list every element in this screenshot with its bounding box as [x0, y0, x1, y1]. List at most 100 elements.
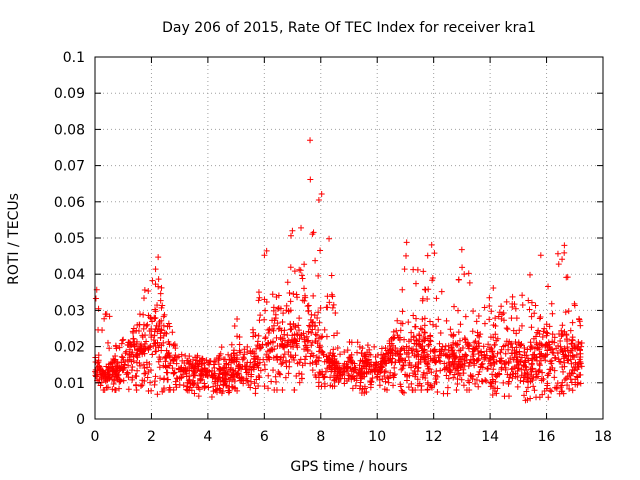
data-point — [186, 384, 193, 391]
data-point — [561, 249, 568, 256]
data-point — [497, 349, 504, 356]
data-point — [428, 241, 435, 248]
data-point — [119, 337, 126, 344]
data-point — [402, 357, 409, 364]
data-point — [365, 368, 372, 375]
data-point — [163, 369, 170, 376]
data-point — [121, 361, 128, 368]
data-point — [184, 383, 191, 390]
data-point — [113, 368, 120, 375]
data-point — [257, 312, 264, 319]
data-point — [517, 377, 524, 384]
data-point — [475, 312, 482, 319]
data-point — [385, 375, 392, 382]
data-point — [549, 331, 556, 338]
data-point — [305, 302, 312, 309]
data-point — [251, 355, 258, 362]
data-point — [470, 308, 477, 315]
data-point — [264, 348, 271, 355]
data-point — [513, 315, 520, 322]
data-point — [287, 232, 294, 239]
data-point — [414, 382, 421, 389]
x-tick-label: 12 — [425, 429, 443, 445]
data-point — [562, 348, 569, 355]
data-point — [136, 362, 143, 369]
data-point — [336, 376, 343, 383]
data-point — [431, 347, 438, 354]
data-point — [238, 377, 245, 384]
data-point — [304, 347, 311, 354]
data-point — [152, 342, 159, 349]
data-point — [501, 317, 508, 324]
data-point — [555, 342, 562, 349]
data-point — [553, 385, 560, 392]
data-point — [564, 373, 571, 380]
data-point — [247, 347, 254, 354]
data-point — [481, 304, 488, 311]
data-point — [419, 297, 426, 304]
data-point — [296, 335, 303, 342]
data-point — [198, 361, 205, 368]
data-point — [319, 333, 326, 340]
data-point — [315, 379, 322, 386]
data-point — [255, 382, 262, 389]
data-point — [324, 304, 331, 311]
data-point — [502, 366, 509, 373]
data-point — [462, 313, 469, 320]
data-point — [316, 369, 323, 376]
data-point — [149, 277, 156, 284]
data-point — [284, 332, 291, 339]
data-point — [347, 355, 354, 362]
data-point — [569, 319, 576, 326]
data-point — [557, 343, 564, 350]
data-point — [312, 372, 319, 379]
data-point — [391, 371, 398, 378]
data-point — [399, 308, 406, 315]
data-point — [265, 340, 272, 347]
data-point — [280, 310, 287, 317]
data-point — [505, 346, 512, 353]
data-point — [531, 387, 538, 394]
data-point — [455, 329, 462, 336]
data-point — [291, 387, 298, 394]
data-point — [228, 383, 235, 390]
data-point — [307, 316, 314, 323]
data-point — [147, 343, 154, 350]
data-point — [281, 327, 288, 334]
data-point — [414, 376, 421, 383]
data-point — [561, 328, 568, 335]
data-point — [350, 368, 357, 375]
data-point — [530, 383, 537, 390]
data-point — [474, 357, 481, 364]
data-point — [528, 324, 535, 331]
data-point — [489, 371, 496, 378]
data-point — [358, 369, 365, 376]
data-point — [139, 348, 146, 355]
data-point — [564, 274, 571, 281]
data-point — [494, 350, 501, 357]
data-point — [148, 332, 155, 339]
data-point — [291, 268, 298, 275]
data-point — [166, 362, 173, 369]
data-point — [205, 359, 212, 366]
data-point — [401, 266, 408, 273]
data-point — [509, 375, 516, 382]
data-point — [496, 370, 503, 377]
data-point — [158, 317, 165, 324]
data-point — [436, 348, 443, 355]
data-point — [405, 354, 412, 361]
data-point — [228, 366, 235, 373]
data-point — [490, 359, 497, 366]
data-point — [536, 394, 543, 401]
data-point — [207, 358, 214, 365]
data-point — [408, 329, 415, 336]
data-point — [261, 316, 268, 323]
data-point — [155, 358, 162, 365]
data-point — [408, 336, 415, 343]
data-point — [525, 378, 532, 385]
data-point — [578, 363, 585, 370]
y-tick-label: 0.07 — [54, 159, 85, 175]
data-point — [174, 354, 181, 361]
data-point — [415, 365, 422, 372]
data-point — [307, 353, 314, 360]
